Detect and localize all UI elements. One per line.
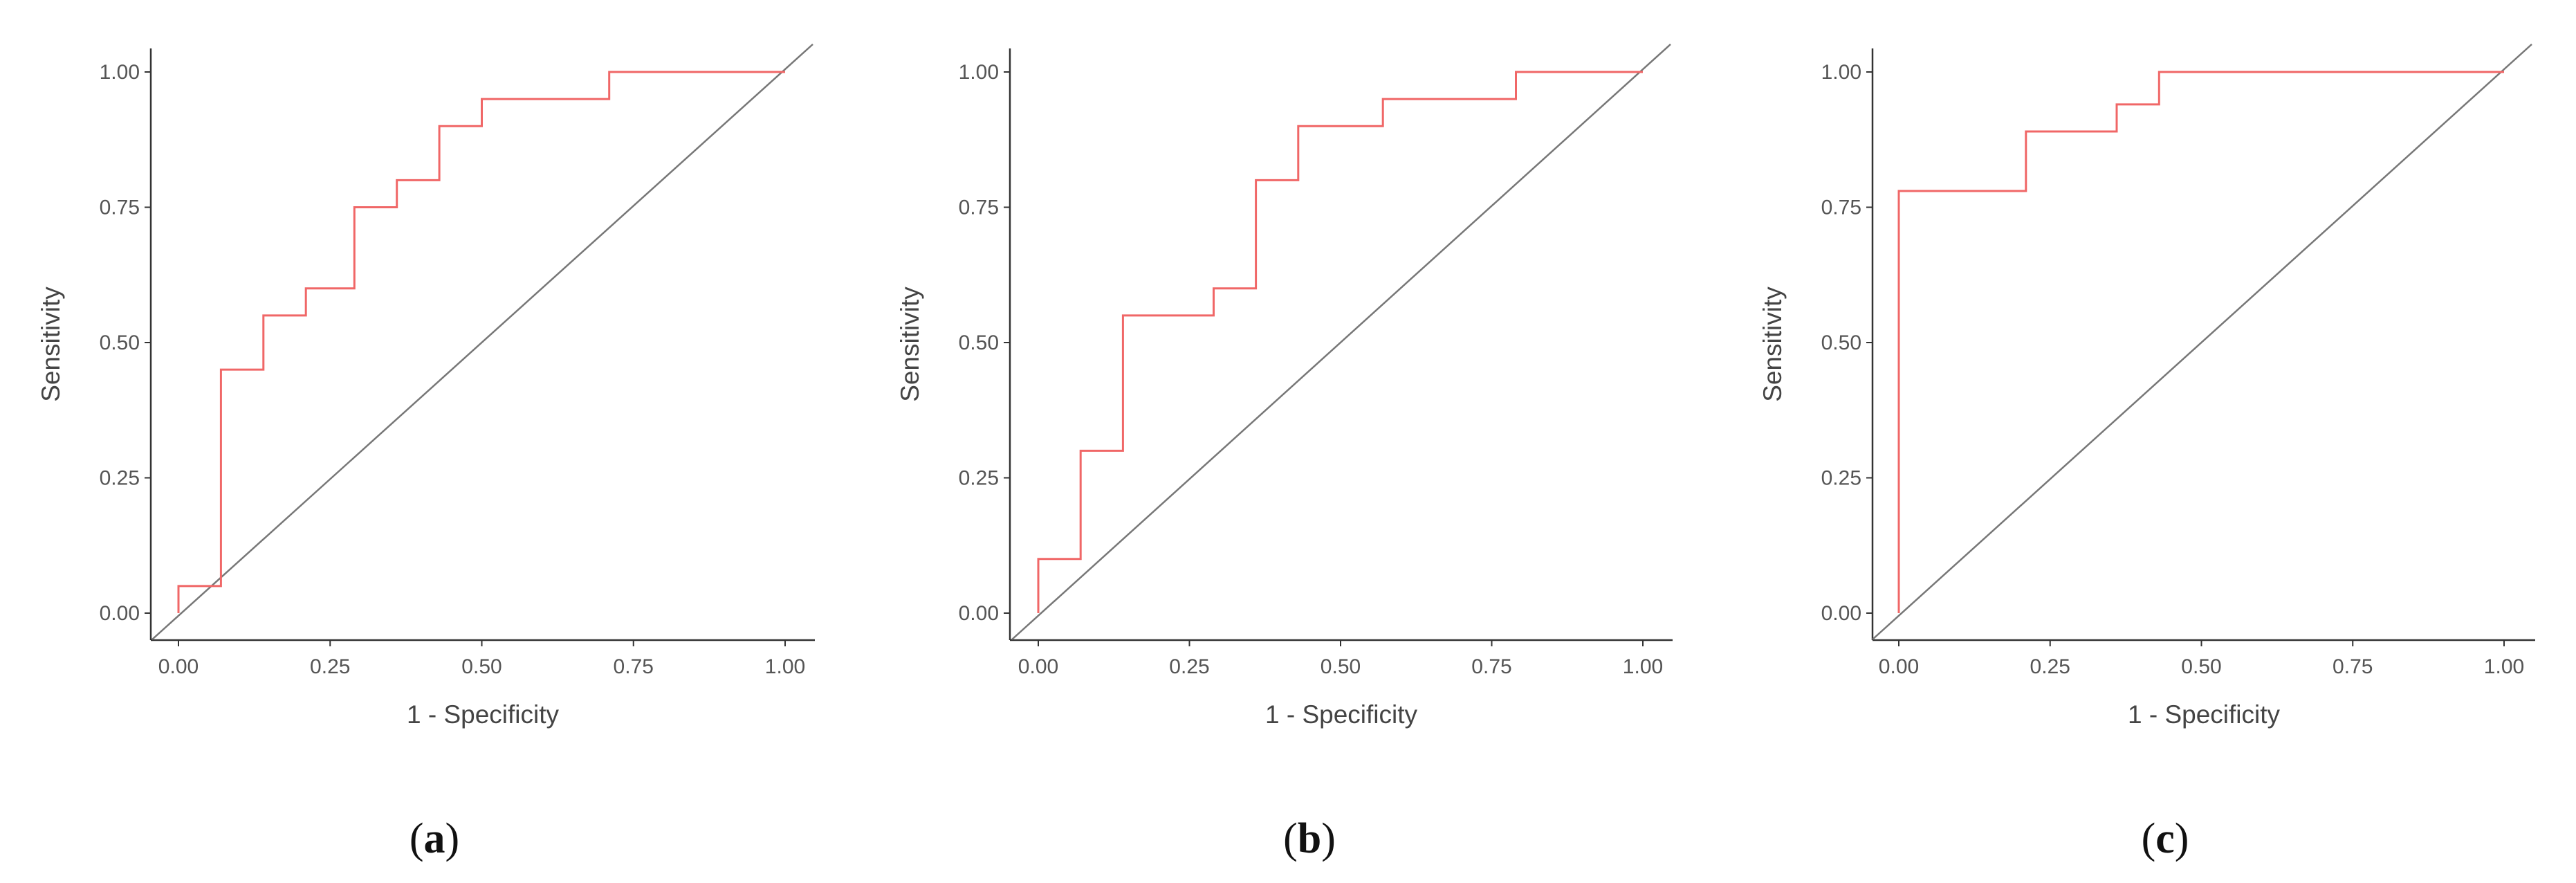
x-tick-label: 0.50 — [1321, 655, 1361, 678]
roc-panel-c: 0.00 0.25 0.50 0.75 1.00 0.00 0.25 0.50 0.75 1.00… — [1758, 44, 2535, 862]
x-tick-label: 0.50 — [2181, 655, 2221, 678]
panel-label-open-paren: ( — [2142, 815, 2156, 862]
y-tick-label: 0.75 — [959, 197, 999, 219]
panel-label-letter: b — [1298, 815, 1321, 862]
x-tick-label: 0.25 — [310, 655, 350, 678]
panel-label-letter: c — [2155, 815, 2175, 862]
x-tick-label: 0.50 — [461, 655, 502, 678]
y-axis-title: Sensitivity — [37, 286, 65, 402]
roc-panel-b: 0.00 0.25 0.50 0.75 1.00 0.00 0.25 0.50 0.75 1.00… — [896, 44, 1673, 862]
x-tick-label: 0.00 — [158, 655, 199, 678]
panel-label-close-paren: ) — [445, 815, 460, 862]
reference-diagonal-line — [151, 44, 813, 640]
x-tick-label: 0.25 — [2030, 655, 2070, 678]
y-axis-title: Sensitivity — [1758, 286, 1787, 402]
x-tick-label: 1.00 — [2484, 655, 2524, 678]
y-tick-label: 0.50 — [100, 331, 140, 354]
y-tick-label: 0.00 — [1821, 602, 1861, 625]
panel-label-letter: a — [424, 815, 445, 862]
panel-label-close-paren: ) — [2175, 815, 2189, 862]
panel-label: (a) — [410, 815, 459, 862]
x-axis-title: 1 - Specificity — [407, 700, 560, 729]
roc-panel-a: 0.00 0.25 0.50 0.75 1.00 0.00 0.25 0.50 0.75 1.00… — [37, 44, 815, 862]
y-tick-label: 1.00 — [100, 61, 140, 84]
y-tick-label: 1.00 — [959, 61, 999, 84]
y-tick-label: 0.75 — [100, 197, 140, 219]
x-tick-label: 1.00 — [1623, 655, 1663, 678]
panel-label: (b) — [1283, 815, 1336, 862]
panel-label: (c) — [2142, 815, 2189, 862]
x-tick-label: 0.00 — [1018, 655, 1058, 678]
x-tick-label: 0.00 — [1879, 655, 1919, 678]
panel-label-open-paren: ( — [1283, 815, 1298, 862]
y-tick-label: 1.00 — [1821, 61, 1861, 84]
y-tick-label: 0.25 — [959, 467, 999, 490]
x-tick-label: 0.75 — [1471, 655, 1511, 678]
x-tick-label: 0.25 — [1169, 655, 1209, 678]
y-tick-label: 0.25 — [100, 467, 140, 490]
x-tick-label: 0.75 — [2333, 655, 2373, 678]
y-tick-label: 0.75 — [1821, 197, 1861, 219]
x-axis-title: 1 - Specificity — [1265, 700, 1418, 729]
y-axis-title: Sensitivity — [896, 286, 924, 402]
panel-label-close-paren: ) — [1321, 815, 1336, 862]
roc-curve — [1897, 71, 2504, 613]
roc-curve — [177, 71, 785, 613]
x-tick-label: 0.75 — [614, 655, 654, 678]
reference-diagonal-line — [1011, 44, 1671, 640]
panel-label-open-paren: ( — [410, 815, 424, 862]
y-tick-label: 0.00 — [959, 602, 999, 625]
y-tick-label: 0.00 — [100, 602, 140, 625]
y-tick-label: 0.50 — [959, 331, 999, 354]
y-tick-label: 0.25 — [1821, 467, 1861, 490]
reference-diagonal-line — [1872, 44, 2532, 640]
x-tick-label: 1.00 — [765, 655, 805, 678]
x-axis-title: 1 - Specificity — [2128, 700, 2281, 729]
roc-curve — [1037, 71, 1643, 613]
y-tick-label: 0.50 — [1821, 331, 1861, 354]
